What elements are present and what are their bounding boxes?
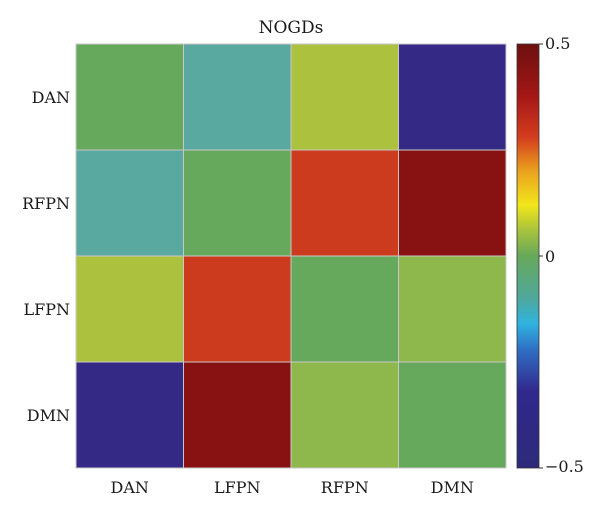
heatmap-cell-rfpn-lfpn <box>183 149 292 257</box>
heatmap-cell-dan-dan <box>75 43 184 151</box>
colorbar: 0.5 0 −0.5 <box>516 34 584 476</box>
heatmap-cell-dmn-dan <box>75 361 184 469</box>
colorbar-tick-label: 0.5 <box>545 34 570 53</box>
y-tick-label-lfpn: LFPN <box>24 300 71 319</box>
chart-title: NOGDs <box>259 18 324 38</box>
heatmap-cell-lfpn-lfpn <box>183 255 292 363</box>
heatmap-cells <box>75 43 507 469</box>
heatmap-cell-dmn-rfpn <box>290 361 399 469</box>
x-axis-ticks: DAN LFPN RFPN DMN <box>111 478 474 497</box>
heatmap-cell-lfpn-dmn <box>398 255 507 363</box>
x-tick-label-dan: DAN <box>111 478 149 497</box>
colorbar-gradient <box>516 43 540 469</box>
y-axis-ticks: DAN RFPN LFPN DMN <box>22 88 70 425</box>
heatmap-cell-rfpn-dan <box>75 149 184 257</box>
heatmap-cell-dmn-dmn <box>398 361 507 469</box>
heatmap-cell-rfpn-dmn <box>398 149 507 257</box>
colorbar-tick-label: −0.5 <box>545 457 584 476</box>
heatmap-cell-lfpn-dan <box>75 255 184 363</box>
heatmap-cell-dmn-lfpn <box>183 361 292 469</box>
y-tick-label-rfpn: RFPN <box>22 194 70 213</box>
y-tick-label-dan: DAN <box>32 88 70 107</box>
y-tick-label-dmn: DMN <box>27 406 70 425</box>
x-tick-label-dmn: DMN <box>431 478 474 497</box>
colorbar-tick-label: 0 <box>545 247 555 266</box>
x-tick-label-rfpn: RFPN <box>321 478 369 497</box>
heatmap-cell-dan-lfpn <box>183 43 292 151</box>
heatmap-cell-dan-rfpn <box>290 43 399 151</box>
x-tick-label-lfpn: LFPN <box>214 478 261 497</box>
heatmap-cell-dan-dmn <box>398 43 507 151</box>
heatmap-cell-rfpn-rfpn <box>290 149 399 257</box>
heatmap-cell-lfpn-rfpn <box>290 255 399 363</box>
